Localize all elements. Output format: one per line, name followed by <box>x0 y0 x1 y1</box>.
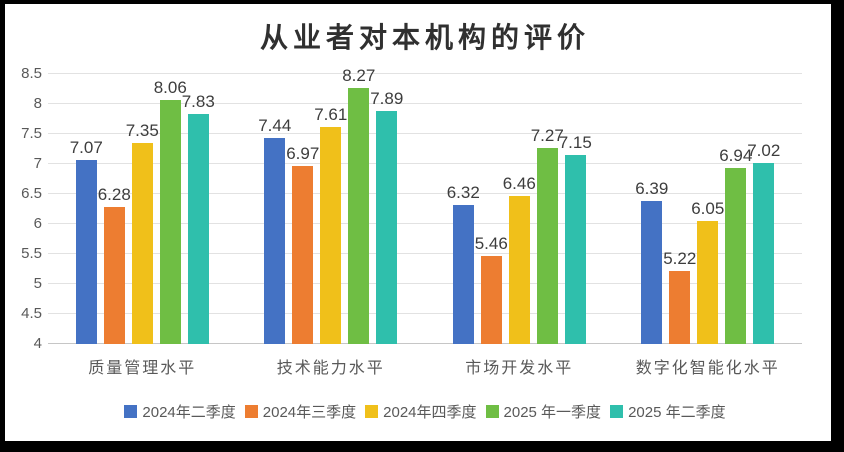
legend-swatch-icon <box>244 405 258 418</box>
bar-value-label: 7.44 <box>258 115 292 135</box>
bar: 5.22 <box>663 249 696 344</box>
bar: 7.02 <box>747 141 780 344</box>
legend-swatch-icon <box>124 405 138 418</box>
category-label: 技术能力水平 <box>276 360 385 377</box>
bar-value-label: 6.32 <box>446 182 480 202</box>
bar-value-label: 7.61 <box>314 105 348 125</box>
gridline <box>48 193 802 194</box>
bar: 7.44 <box>258 116 291 344</box>
legend-label: 2025 年一季度 <box>503 404 602 421</box>
bar: 7.83 <box>182 92 215 344</box>
category-label: 数字化智能化水平 <box>635 360 780 377</box>
legend-item: 2025 年一季度 <box>485 401 602 422</box>
gridline <box>48 223 802 224</box>
legend-swatch-icon <box>485 405 499 418</box>
legend-label: 2025 年二季度 <box>628 404 726 421</box>
category-label: 市场开发水平 <box>465 360 574 377</box>
y-tick-label: 5 <box>33 275 42 292</box>
bar: 5.46 <box>475 234 508 344</box>
bar-value-label: 6.39 <box>635 178 669 198</box>
gridline <box>48 103 802 104</box>
bar-value-label: 7.35 <box>125 121 159 140</box>
bar-group: 7.44 6.97 7.61 8.27 7.89 <box>237 66 426 344</box>
legend-item: 2024年二季度 <box>124 401 236 422</box>
legend-swatch-icon <box>365 405 379 418</box>
bar-value-label: 7.15 <box>558 133 592 152</box>
y-tick-label: 7 <box>33 155 42 172</box>
bar-value-label: 5.46 <box>474 234 508 254</box>
bar: 6.97 <box>286 144 319 344</box>
legend-item: 2025 年二季度 <box>610 401 726 422</box>
bar-group: 6.39 5.22 6.05 6.94 7.02 <box>614 74 803 344</box>
bar: 7.89 <box>370 89 403 344</box>
bar: 6.46 <box>503 174 536 344</box>
bar-value-label: 5.22 <box>663 248 697 268</box>
bar: 6.28 <box>98 185 131 344</box>
bar-value-label: 7.07 <box>69 137 103 157</box>
bar-value-label: 8.27 <box>342 65 376 85</box>
bar-value-label: 7.83 <box>181 92 215 112</box>
y-tick-label: 4 <box>33 335 42 352</box>
y-tick-label: 4.5 <box>21 305 42 322</box>
gridline <box>48 73 802 74</box>
legend: 2024年二季度 2024年三季度 2024年四季度 2025 年一季度 2025 年二… <box>48 401 802 422</box>
gridline <box>48 133 802 134</box>
y-tick-label: 8 <box>33 95 42 112</box>
chart-canvas: 从业者对本机构的评价 4 4.5 5 5.5 6 6.5 7 7.5 8 8.5 7.07 6.28… <box>5 4 831 441</box>
bar: 6.32 <box>447 183 480 344</box>
bar: 6.05 <box>691 199 724 344</box>
bar-value-label: 6.94 <box>719 145 753 165</box>
legend-item: 2024年四季度 <box>365 401 477 422</box>
gridline <box>48 343 802 344</box>
legend-swatch-icon <box>610 405 624 418</box>
y-tick-label: 7.5 <box>21 125 42 142</box>
category-label: 质量管理水平 <box>88 360 197 377</box>
bar-group: 6.32 5.46 6.46 7.27 7.15 <box>425 74 614 344</box>
legend-label: 2024年四季度 <box>383 404 477 421</box>
chart-title: 从业者对本机构的评价 <box>259 21 590 54</box>
bar-value-label: 7.89 <box>370 88 404 108</box>
bar: 7.61 <box>314 105 347 344</box>
bar-value-label: 7.02 <box>747 140 781 160</box>
bar: 7.15 <box>559 133 592 344</box>
y-tick-label: 8.5 <box>21 65 42 82</box>
plot-area <box>48 73 802 344</box>
y-tick-label: 5.5 <box>21 245 42 262</box>
bar-value-label: 6.05 <box>691 199 725 218</box>
legend-label: 2024年二季度 <box>142 404 236 421</box>
y-tick-label: 6.5 <box>21 185 42 202</box>
y-tick-label: 6 <box>33 215 42 232</box>
bar: 7.07 <box>70 138 103 344</box>
bar-groups: 7.07 6.28 7.35 8.06 7.83 7.44 6.97 7.61 8.27 7.89… <box>48 66 803 344</box>
bar-value-label: 6.46 <box>502 174 536 194</box>
bar-value-label: 6.28 <box>97 185 131 205</box>
bar-value-label: 8.06 <box>153 78 187 98</box>
gridline <box>48 253 802 254</box>
bar: 6.39 <box>635 179 668 344</box>
legend-item: 2024年三季度 <box>244 401 357 422</box>
bar: 6.94 <box>719 146 752 344</box>
legend-label: 2024年三季度 <box>262 404 357 421</box>
bar: 7.27 <box>531 126 564 344</box>
gridline <box>48 283 802 284</box>
x-axis-category-labels: 质量管理水平 技术能力水平 市场开发水平 数字化智能化水平 <box>48 354 802 378</box>
bar-group: 7.07 6.28 7.35 8.06 7.83 <box>48 74 237 344</box>
gridline <box>48 163 802 164</box>
bar-value-label: 6.97 <box>286 143 320 163</box>
bar: 7.35 <box>126 121 159 344</box>
bar-value-label: 7.27 <box>530 125 564 145</box>
gridline <box>48 313 802 314</box>
bar: 8.06 <box>154 78 187 344</box>
bar: 8.27 <box>342 66 375 344</box>
